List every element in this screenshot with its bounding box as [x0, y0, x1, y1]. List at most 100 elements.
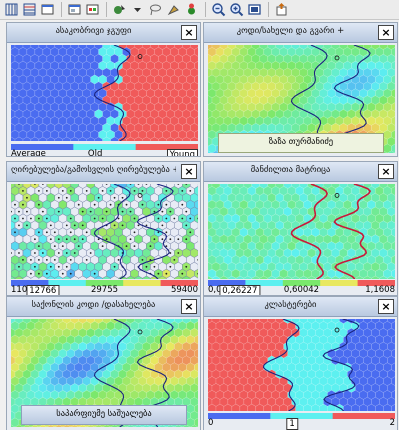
color-scale-segment: [11, 144, 74, 150]
scale-label: 1,1608: [365, 285, 395, 295]
color-scale-segment: [357, 280, 395, 286]
som-map[interactable]: [11, 184, 198, 279]
color-scale-segment: [245, 280, 284, 286]
panel-titlebar[interactable]: ღირებულება/გამოსვლის ღირებულება + ×: [7, 162, 200, 182]
panel-distance-matrix: მანძილთა მატრიცა × 0,04 0,26227 0,60042 1,1…: [203, 161, 398, 296]
hex-grid: [11, 319, 198, 427]
color-scale-segment: [208, 280, 246, 286]
scale-labels: 0 1 2: [208, 418, 395, 430]
color-scale-segment: [282, 280, 321, 286]
close-button[interactable]: ×: [378, 299, 394, 314]
close-button[interactable]: ×: [181, 299, 197, 314]
layout-icon: [41, 4, 54, 15]
cluster-boundary-line: [262, 319, 300, 411]
panel-titlebar[interactable]: კლასტერები ×: [204, 297, 397, 317]
color-scale-segment: [11, 280, 49, 286]
close-button[interactable]: ×: [378, 164, 394, 179]
zoom-out-icon: [212, 3, 226, 17]
color-scale-bar: [11, 280, 198, 286]
cluster-boundary-line: [93, 184, 131, 279]
panel-titlebar[interactable]: ასაკობრივი ჯგუფი ×: [7, 23, 200, 43]
cursor-select-button[interactable]: [111, 1, 128, 18]
color-scale-bar: [208, 280, 395, 286]
scale-label: 1: [286, 418, 298, 430]
panel-title: ასაკობრივი ჯგუფი: [55, 26, 132, 36]
panel-title: საქონლის კოდი /დასახელება: [31, 300, 156, 310]
toolbar-separator: [106, 2, 107, 17]
scale-labels: 0,04 0,26227 0,60042 1,1608: [208, 285, 395, 295]
selected-node-marker: [334, 55, 340, 61]
zoom-in-button[interactable]: [228, 1, 245, 18]
paint-icon: [167, 5, 179, 16]
lasso-button[interactable]: [147, 1, 164, 18]
panel-title: კლასტერები: [264, 300, 317, 310]
toolbar: [0, 0, 399, 20]
grid-vertical-button[interactable]: [3, 1, 20, 18]
hex-grid: [208, 319, 395, 411]
panel-titlebar[interactable]: საქონლის კოდი /დასახელება ×: [7, 297, 200, 317]
scale-labels: Average Old Young: [11, 149, 198, 157]
color-picker-button[interactable]: [183, 1, 200, 18]
fit-window-icon: [248, 4, 261, 15]
hex-grid: [208, 45, 395, 153]
panel-title: ღირებულება/გამოსვლის ღირებულება +: [11, 165, 176, 175]
close-button[interactable]: ×: [378, 25, 394, 40]
dropdown-arrow-icon: [134, 8, 141, 12]
toolbar-separator: [268, 2, 269, 17]
som-map[interactable]: [208, 45, 395, 153]
zoom-in-icon: [230, 3, 244, 17]
hex-grid: [11, 184, 198, 279]
export-icon: [276, 3, 287, 16]
dropdown-arrow-button[interactable]: [129, 1, 146, 18]
scale-label: Old: [87, 149, 103, 157]
layout-button[interactable]: [39, 1, 56, 18]
scale-label: 2: [389, 418, 395, 428]
grid-horizontal-icon: [23, 3, 36, 16]
panel-titlebar[interactable]: მანძილთა მატრიცა ×: [204, 162, 397, 182]
color-scale: [11, 144, 198, 150]
som-map[interactable]: [11, 319, 198, 427]
close-button[interactable]: ×: [181, 164, 197, 179]
selected-node-marker: [334, 192, 340, 198]
lasso-icon: [150, 4, 161, 16]
cluster-boundary-line: [93, 45, 131, 141]
cluster-boundary-line: [322, 319, 360, 411]
som-map[interactable]: [11, 45, 198, 141]
scale-label: 59400: [170, 285, 198, 295]
panel-title: კოდი/სახელი და გვარი +: [236, 26, 345, 36]
zoom-out-button[interactable]: [210, 1, 227, 18]
color-scale: [208, 413, 395, 419]
paint-button[interactable]: [165, 1, 182, 18]
som-map[interactable]: [208, 319, 395, 411]
panel-title: მანძილთა მატრიცა: [250, 165, 331, 175]
export-button[interactable]: [273, 1, 290, 18]
fit-window-button[interactable]: [246, 1, 263, 18]
scale-label: 29755: [90, 285, 119, 295]
panel-titlebar[interactable]: კოდი/სახელი და გვარი + ×: [204, 23, 397, 43]
cluster-boundary-line: [290, 184, 328, 279]
palette-button[interactable]: [84, 1, 101, 18]
selected-node-marker: [137, 329, 143, 335]
scale-label: 12766: [26, 285, 60, 295]
panel-clusters: კლასტერები × 0 1 2: [203, 296, 398, 430]
color-scale-segment: [320, 280, 359, 286]
color-scale-segment: [85, 280, 124, 286]
scale-labels: 110 12766 29755 59400: [11, 285, 198, 295]
som-map[interactable]: [208, 184, 395, 279]
grid-horizontal-button[interactable]: [21, 1, 38, 18]
scale-label: 0,26227: [219, 285, 261, 295]
color-scale-bar: [208, 413, 395, 419]
scale-label: 0,60042: [283, 285, 320, 295]
panel-product: საქონლის კოდი /დასახელება × საპარფიუმე ს…: [6, 296, 201, 430]
window-button[interactable]: [66, 1, 83, 18]
selected-node-marker: [137, 54, 143, 59]
selected-value-label: საპარფიუმე საშუალება: [21, 405, 187, 425]
color-scale: [208, 280, 395, 286]
panel-price: ღირებულება/გამოსვლის ღირებულება + × 110 1…: [6, 161, 201, 296]
toolbar-separator: [61, 2, 62, 17]
close-button[interactable]: ×: [181, 25, 197, 40]
toolbar-separator: [205, 2, 206, 17]
color-picker-icon: [188, 3, 195, 15]
cluster-boundary-line: [136, 184, 174, 279]
window-icon: [68, 4, 81, 15]
